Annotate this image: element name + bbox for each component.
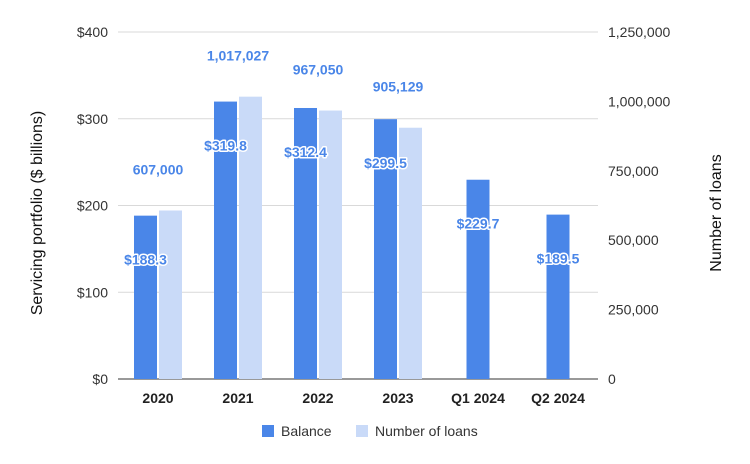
right-axis-ticks: 0 250,000 500,000 750,000 1,000,000 1,250,000	[608, 24, 670, 387]
data-label-number-of-loans: 967,050	[293, 62, 344, 78]
left-axis-ticks: $0 $100 $200 $300 $400	[77, 24, 108, 387]
category-label: 2023	[382, 390, 413, 406]
data-label-number-of-loans: 607,000	[133, 161, 184, 177]
data-label-number-of-loans: 905,129	[373, 79, 424, 95]
right-tick-label: 1,250,000	[608, 24, 670, 40]
category-label: 2022	[302, 390, 333, 406]
left-tick-label: $200	[77, 198, 108, 214]
right-tick-label: 0	[608, 371, 616, 387]
category-label: 2020	[142, 390, 173, 406]
bar-balance	[546, 214, 570, 379]
legend-swatch-balance	[262, 425, 274, 437]
legend: Balance Number of loans	[262, 423, 478, 439]
data-labels: 607,000 $188.3 1,017,027 $319.8 967,050 $312.…	[123, 48, 582, 269]
legend-swatch-number-of-loans	[356, 425, 368, 437]
bar-number-of-loans	[239, 96, 262, 379]
data-label-balance: $188.3	[124, 252, 167, 268]
bar-balance	[466, 179, 490, 379]
bar-balance	[214, 101, 237, 380]
bar-number-of-loans	[399, 127, 422, 379]
left-tick-label: $300	[77, 111, 108, 127]
right-axis-title: Number of loans	[708, 154, 725, 271]
gridlines	[118, 31, 598, 380]
data-label-balance: $189.5	[537, 251, 580, 267]
bar-number-of-loans	[319, 110, 342, 379]
bar-balance	[294, 107, 317, 380]
left-tick-label: $0	[92, 371, 108, 387]
left-tick-label: $400	[77, 24, 108, 40]
bars	[134, 96, 570, 380]
data-label-balance: $312.4	[284, 144, 327, 160]
category-labels: 2020 2021 2022 2023 Q1 2024 Q2 2024	[142, 390, 585, 406]
bar-balance	[374, 119, 397, 379]
category-label: 2021	[222, 390, 253, 406]
data-label-number-of-loans: 1,017,027	[207, 48, 269, 64]
bar-balance	[134, 215, 157, 379]
legend-label-number-of-loans: Number of loans	[375, 423, 478, 439]
data-label-balance: $299.5	[364, 155, 407, 171]
right-tick-label: 500,000	[608, 232, 659, 248]
category-label: Q2 2024	[531, 390, 585, 406]
bar-number-of-loans	[159, 210, 182, 379]
data-label-balance: $319.8	[204, 138, 247, 154]
data-label-balance: $229.7	[457, 216, 500, 232]
legend-label-balance: Balance	[281, 423, 332, 439]
category-label: Q1 2024	[451, 390, 505, 406]
left-axis-title: Servicing portfolio ($ billions)	[29, 111, 46, 316]
right-tick-label: 750,000	[608, 163, 659, 179]
left-tick-label: $100	[77, 284, 108, 300]
right-tick-label: 250,000	[608, 302, 659, 318]
right-tick-label: 1,000,000	[608, 93, 670, 109]
